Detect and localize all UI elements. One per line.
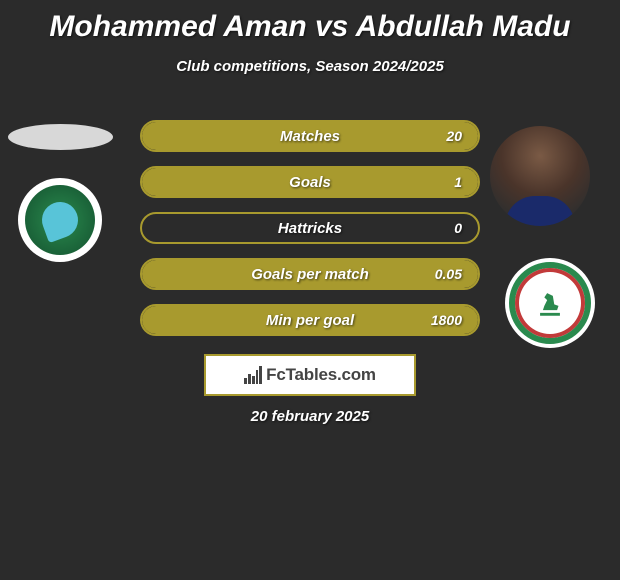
stat-label: Hattricks <box>278 220 342 237</box>
bar-chart-icon <box>244 366 262 384</box>
club-badge-left <box>18 178 102 262</box>
stat-row: Hattricks 0 <box>140 212 480 244</box>
stat-label: Goals per match <box>251 266 369 283</box>
stat-label: Matches <box>280 128 340 145</box>
horse-icon <box>530 283 570 323</box>
club-badge-right <box>505 258 595 348</box>
stat-row: Goals per match 0.05 <box>140 258 480 290</box>
club-badge-left-inner <box>25 185 95 255</box>
stat-label: Min per goal <box>266 312 354 329</box>
club-badge-right-ring <box>509 262 591 344</box>
stat-right-value: 1800 <box>431 312 462 328</box>
stat-right-value: 0.05 <box>435 266 462 282</box>
stat-row: Goals 1 <box>140 166 480 198</box>
stat-row: Min per goal 1800 <box>140 304 480 336</box>
brand-badge[interactable]: FcTables.com <box>204 354 416 396</box>
stats-table: Matches 20 Goals 1 Hattricks 0 Goals per… <box>140 120 480 350</box>
player-left-avatar-placeholder <box>8 124 113 150</box>
stat-label: Goals <box>289 174 331 191</box>
brand-text: FcTables.com <box>266 365 376 385</box>
stat-right-value: 0 <box>454 220 462 236</box>
stat-right-value: 20 <box>446 128 462 144</box>
stat-right-value: 1 <box>454 174 462 190</box>
page-subtitle: Club competitions, Season 2024/2025 <box>0 58 620 75</box>
player-right-avatar <box>490 126 590 226</box>
page-title: Mohammed Aman vs Abdullah Madu <box>0 0 620 44</box>
stat-row: Matches 20 <box>140 120 480 152</box>
date-label: 20 february 2025 <box>251 408 369 425</box>
